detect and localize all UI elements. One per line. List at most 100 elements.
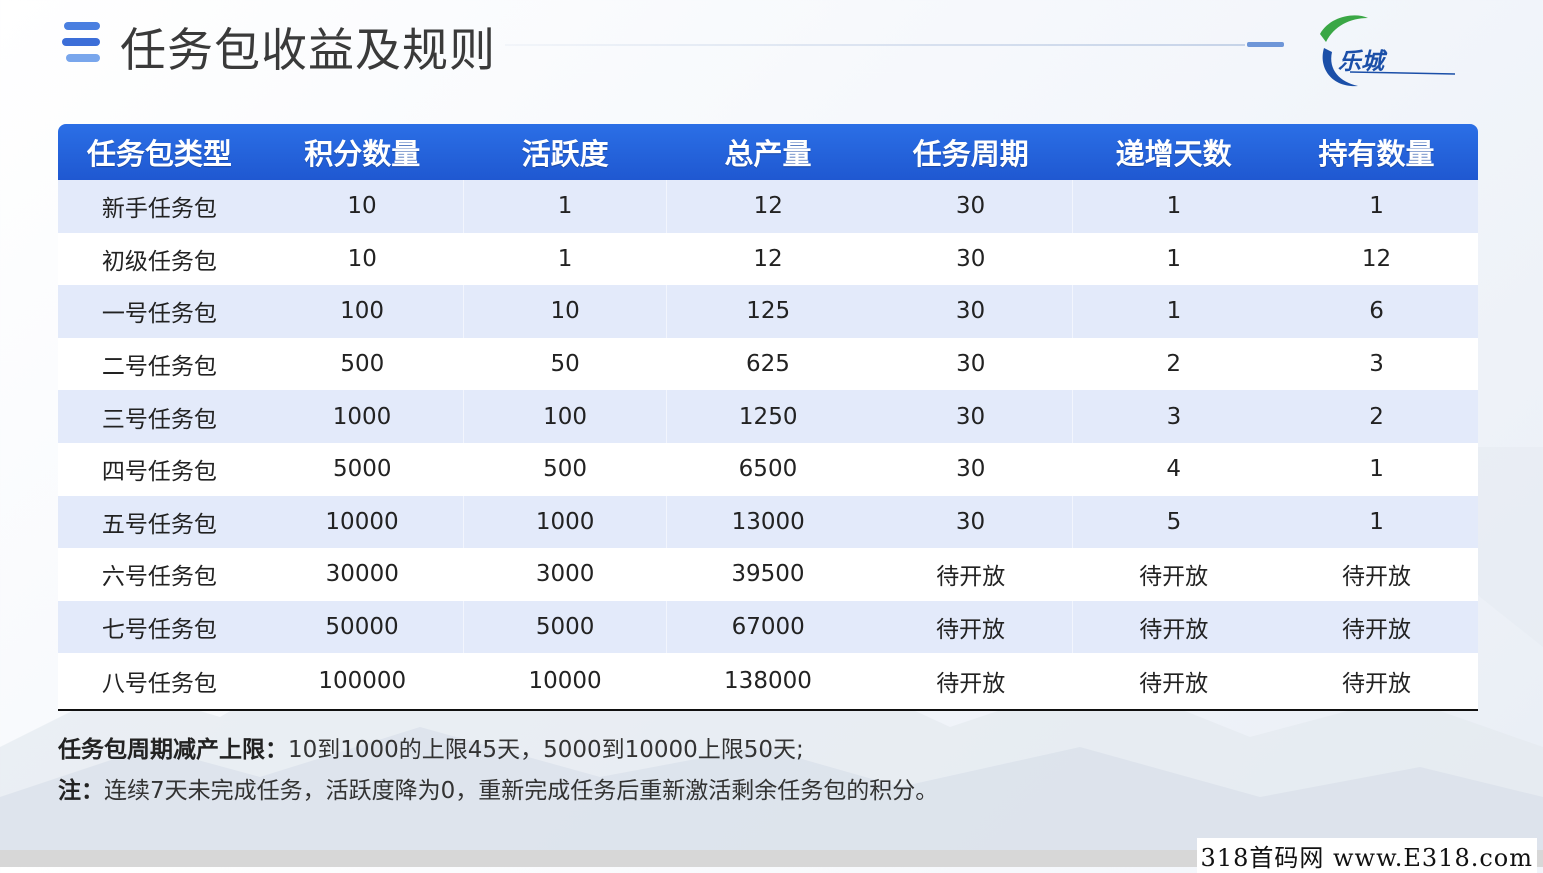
table-cell: 30	[869, 180, 1073, 233]
table-cell: 6500	[666, 442, 870, 496]
table-cell: 30	[869, 495, 1073, 549]
table-cell: 待开放	[869, 600, 1073, 654]
table-row: 二号任务包 500 50 625 30 2 3	[58, 337, 1478, 391]
table-cell: 50	[463, 337, 667, 391]
table-row: 六号任务包 30000 3000 39500 待开放 待开放 待开放	[58, 548, 1478, 601]
table-cell: 30	[869, 232, 1073, 286]
title-accent-bar	[1247, 42, 1284, 47]
column-header: 递增天数	[1072, 124, 1276, 180]
table-cell: 12	[1275, 232, 1478, 286]
table-cell: 待开放	[1275, 548, 1478, 601]
table-cell: 2	[1275, 390, 1478, 443]
table-cell: 6	[1275, 285, 1478, 338]
column-header: 任务包类型	[58, 124, 261, 180]
table-cell: 5	[1072, 495, 1276, 549]
table-cell: 1	[1072, 180, 1276, 233]
table-cell: 1	[1275, 180, 1478, 233]
note-line-2: 注：连续7天未完成任务，活跃度降为0，重新完成任务后重新激活剩余任务包的积分。	[58, 771, 938, 812]
task-package-table: 任务包类型 积分数量 活跃度 总产量 任务周期 递增天数 持有数量 新手任务包 10 1 12 30…	[58, 124, 1478, 711]
table-cell: 50000	[260, 600, 465, 654]
table-cell: 1250	[666, 390, 870, 443]
table-row: 七号任务包 50000 5000 67000 待开放 待开放 待开放	[58, 600, 1478, 654]
table-cell: 2	[1072, 337, 1276, 391]
table-cell: 1000	[463, 495, 668, 549]
table-cell: 10	[260, 180, 465, 233]
menu-bars-icon	[62, 22, 102, 66]
table-cell: 30	[869, 337, 1073, 391]
note-1-text: 10到1000的上限45天，5000到10000上限50天;	[288, 737, 804, 763]
table-cell: 待开放	[1275, 653, 1478, 711]
table-cell: 625	[666, 337, 870, 391]
notes: 任务包周期减产上限：10到1000的上限45天，5000到10000上限50天;…	[58, 730, 938, 812]
package-type-cell: 五号任务包	[58, 495, 261, 549]
table-row: 新手任务包 10 1 12 30 1 1	[58, 180, 1478, 233]
table-cell: 30	[869, 390, 1073, 443]
table-cell: 1	[463, 180, 668, 233]
package-type-cell: 三号任务包	[58, 390, 261, 443]
note-line-1: 任务包周期减产上限：10到1000的上限45天，5000到10000上限50天;	[58, 730, 938, 771]
table-row: 三号任务包 1000 100 1250 30 3 2	[58, 390, 1478, 443]
table-cell: 138000	[666, 653, 870, 711]
table-cell: 3	[1072, 390, 1276, 443]
table-cell: 待开放	[1275, 600, 1478, 654]
package-type-cell: 新手任务包	[58, 180, 261, 233]
table-cell: 5000	[463, 600, 668, 654]
table-cell: 12	[666, 232, 870, 286]
package-type-cell: 六号任务包	[58, 548, 261, 601]
table-cell: 100000	[260, 653, 464, 711]
table-cell: 10	[260, 232, 464, 286]
table-cell: 1	[1072, 232, 1276, 286]
table-cell: 500	[260, 337, 464, 391]
page-title: 任务包收益及规则	[120, 23, 496, 77]
title-divider	[505, 44, 1245, 46]
package-type-cell: 初级任务包	[58, 232, 261, 286]
package-type-cell: 二号任务包	[58, 337, 261, 391]
column-header: 积分数量	[260, 124, 464, 180]
logo-text: 乐城	[1338, 49, 1384, 75]
table-row: 初级任务包 10 1 12 30 1 12	[58, 232, 1478, 286]
table-cell: 待开放	[1072, 653, 1276, 711]
table-cell: 待开放	[1072, 600, 1276, 654]
package-type-cell: 四号任务包	[58, 442, 261, 496]
note-2-text: 连续7天未完成任务，活跃度降为0，重新完成任务后重新激活剩余任务包的积分。	[104, 778, 939, 804]
logo-swoosh-icon	[1320, 15, 1456, 87]
table-cell: 13000	[666, 495, 870, 549]
table-cell: 3000	[463, 548, 667, 601]
brand-logo: 乐城	[1310, 12, 1460, 92]
table-cell: 5000	[260, 442, 464, 496]
table-cell: 1	[1072, 285, 1276, 338]
package-type-cell: 一号任务包	[58, 285, 261, 338]
table-row: 五号任务包 10000 1000 13000 30 5 1	[58, 495, 1478, 549]
table-cell: 12	[666, 180, 870, 233]
note-2-label: 注：	[58, 778, 104, 804]
table-cell: 500	[463, 442, 667, 496]
table-cell: 30000	[260, 548, 464, 601]
package-type-cell: 八号任务包	[58, 653, 261, 711]
table-row: 一号任务包 100 10 125 30 1 6	[58, 285, 1478, 338]
table-cell: 3	[1275, 337, 1478, 391]
table-cell: 1	[1275, 442, 1478, 496]
table-cell: 100	[260, 285, 465, 338]
table-cell: 1	[463, 232, 667, 286]
table-cell: 125	[666, 285, 870, 338]
table-header-row: 任务包类型 积分数量 活跃度 总产量 任务周期 递增天数 持有数量	[58, 124, 1478, 180]
table-cell: 1000	[260, 390, 465, 443]
table-cell: 39500	[666, 548, 870, 601]
table-cell: 待开放	[869, 653, 1073, 711]
column-header: 任务周期	[869, 124, 1073, 180]
footer-bar	[0, 850, 1543, 867]
table-body: 新手任务包 10 1 12 30 1 1 初级任务包 10 1 12 30 1 12 一号任务包 100 10 1…	[58, 180, 1478, 711]
column-header: 活跃度	[463, 124, 667, 180]
table-cell: 67000	[666, 600, 870, 654]
package-type-cell: 七号任务包	[58, 600, 261, 654]
table-cell: 1	[1275, 495, 1478, 549]
table-cell: 待开放	[1072, 548, 1276, 601]
note-1-label: 任务包周期减产上限：	[58, 737, 288, 763]
table-cell: 10	[463, 285, 668, 338]
table-cell: 待开放	[869, 548, 1073, 601]
table-cell: 10000	[463, 653, 667, 711]
table-cell: 100	[463, 390, 668, 443]
column-header: 总产量	[666, 124, 870, 180]
table-cell: 30	[869, 285, 1073, 338]
